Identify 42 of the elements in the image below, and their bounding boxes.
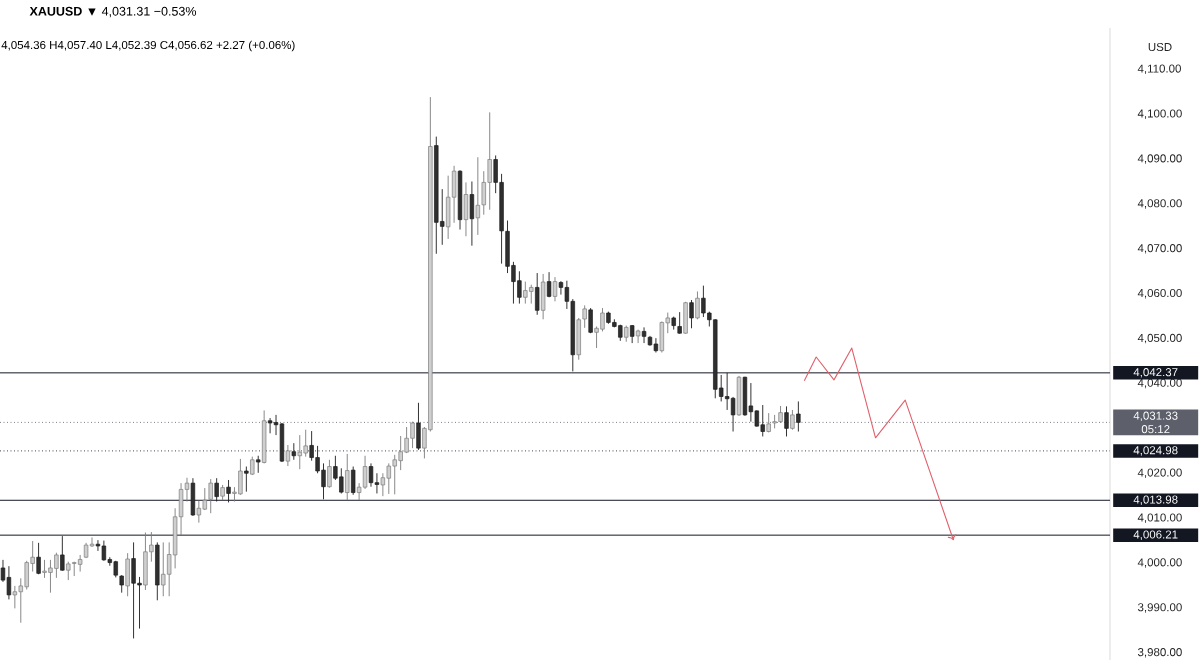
y-tick-label: 4,090.00 bbox=[1137, 154, 1182, 164]
y-tick-label: 4,080.00 bbox=[1137, 199, 1182, 209]
y-tick-label: 4,020.00 bbox=[1137, 468, 1182, 478]
candlestick bbox=[535, 272, 540, 316]
y-tick-label: 4,060.00 bbox=[1137, 288, 1182, 299]
ref-line-label: 4,042.37 bbox=[1133, 368, 1178, 378]
candlestick bbox=[784, 405, 789, 437]
candlestick bbox=[588, 307, 593, 334]
y-tick-label: 4,000.00 bbox=[1137, 558, 1182, 568]
candlestick bbox=[327, 459, 332, 489]
candlestick bbox=[345, 453, 350, 501]
candlestick bbox=[244, 466, 249, 493]
y-tick-label: 3,990.00 bbox=[1137, 603, 1182, 613]
candlestick bbox=[36, 542, 41, 575]
text: 4,054.36 H4,057.40 L4,052.39 C4,056.62 +2.27 (+0.06%) bbox=[1, 40, 295, 52]
y-axis-title: USD bbox=[1148, 42, 1172, 52]
y-tick-label: 4,010.00 bbox=[1137, 513, 1182, 523]
y-tick-label: 4,100.00 bbox=[1137, 109, 1182, 119]
candlestick bbox=[677, 311, 682, 335]
candlestick bbox=[689, 299, 694, 329]
candlestick bbox=[790, 409, 795, 431]
chart-title: XAUUSD ▼ 4,031.31 −0.53% bbox=[29, 6, 197, 18]
candlestick bbox=[208, 478, 213, 514]
candlestick bbox=[641, 326, 647, 344]
candlestick bbox=[635, 329, 641, 344]
y-tick-label: 4,050.00 bbox=[1137, 333, 1182, 344]
ref-line-label: 4,024.98 bbox=[1133, 446, 1178, 456]
text: 05:12 bbox=[1141, 425, 1170, 434]
y-tick-label: 4,110.00 bbox=[1137, 64, 1181, 75]
ref-line-label: 4,006.21 bbox=[1133, 530, 1178, 540]
candlestick bbox=[350, 466, 356, 496]
candlestick bbox=[695, 291, 700, 320]
candlestick bbox=[552, 276, 558, 302]
y-tick-label: 4,040.00 bbox=[1137, 378, 1182, 389]
candlestick bbox=[285, 444, 291, 467]
ref-line-label: 4,031.33 bbox=[1133, 411, 1178, 422]
y-tick-label: 3,980.00 bbox=[1137, 648, 1182, 658]
candlestick bbox=[475, 156, 481, 236]
candlestick bbox=[546, 271, 552, 298]
y-tick-label: 4,070.00 bbox=[1137, 244, 1182, 254]
candlestick bbox=[796, 400, 801, 432]
ref-line-label: 4,013.98 bbox=[1133, 495, 1178, 506]
